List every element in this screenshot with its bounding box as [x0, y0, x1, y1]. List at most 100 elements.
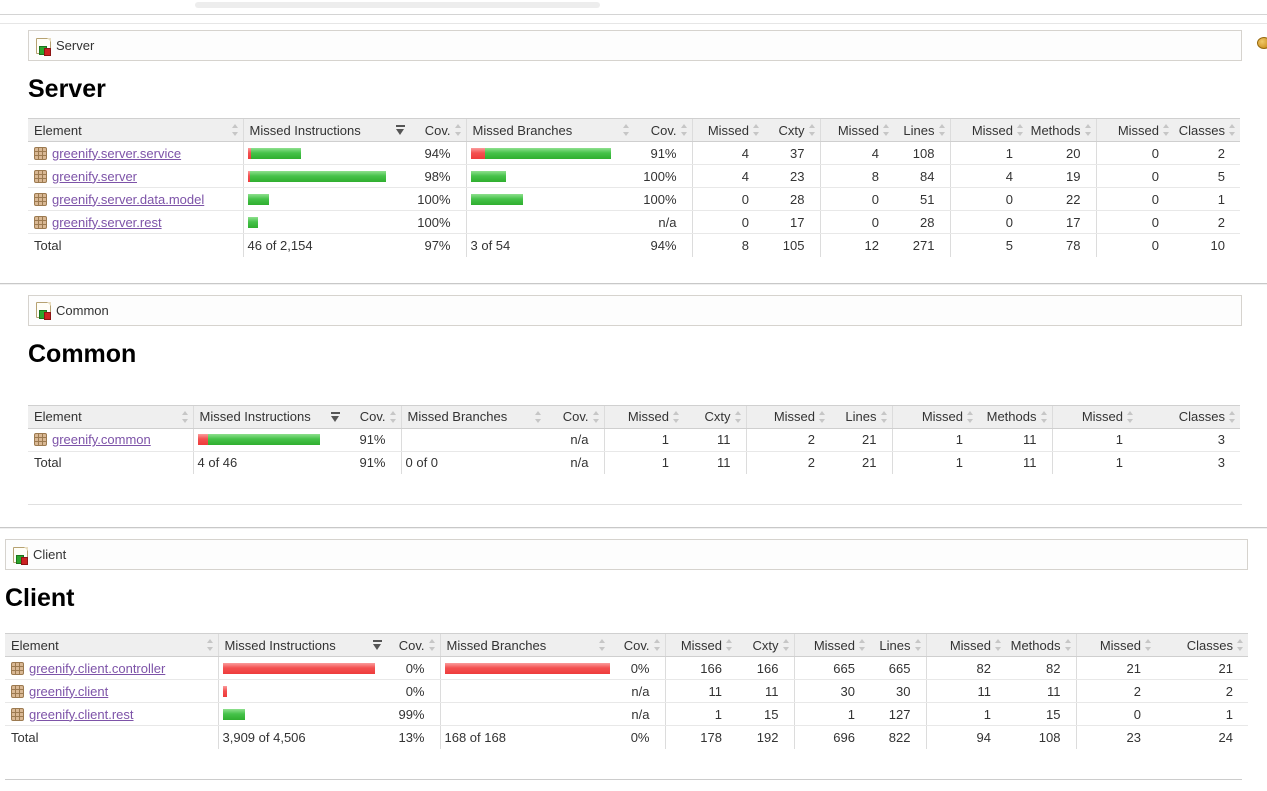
column-header-missed-branches[interactable]: Missed Branches — [465, 118, 634, 142]
sort-icon[interactable] — [454, 124, 463, 136]
coverage-value: 100% — [408, 210, 466, 234]
sort-icon[interactable] — [672, 410, 681, 423]
column-header-cov[interactable]: Cov. — [385, 633, 440, 657]
sort-icon[interactable] — [734, 410, 743, 423]
sort-icon[interactable] — [808, 124, 817, 136]
column-header-missed[interactable]: Missed — [1095, 118, 1174, 142]
sort-icon[interactable] — [1236, 639, 1245, 651]
total-value: 10 — [1174, 233, 1240, 257]
column-header-element[interactable]: Element — [28, 118, 243, 142]
sort-desc-icon[interactable] — [373, 639, 382, 651]
sort-icon[interactable] — [428, 639, 437, 651]
sort-icon[interactable] — [858, 639, 867, 651]
package-link[interactable]: greenify.server.data.model — [52, 191, 205, 207]
package-link[interactable]: greenify.server.rest — [52, 214, 162, 230]
sort-icon[interactable] — [966, 410, 975, 423]
column-header-cov[interactable]: Cov. — [634, 118, 692, 142]
column-header-missed[interactable]: Missed — [925, 633, 1006, 657]
table-total-row: Total 3,909 of 4,506 13% 168 of 168 0% 1… — [5, 725, 1248, 749]
column-header-cov[interactable]: Cov. — [343, 404, 401, 429]
column-header-missed[interactable]: Missed — [1075, 633, 1156, 657]
table-row: greenify.client 0% n/a 11 11 30 30 11 11… — [5, 679, 1248, 703]
column-header-missed-instructions[interactable]: Missed Instructions — [217, 633, 385, 657]
sort-icon[interactable] — [882, 124, 891, 136]
column-header-missed-instructions[interactable]: Missed Instructions — [242, 118, 408, 142]
column-header-classes[interactable]: Classes — [1138, 404, 1240, 429]
sort-desc-icon[interactable] — [331, 411, 340, 423]
column-header-lines[interactable]: Lines — [870, 633, 926, 657]
missed-instructions-bar — [217, 702, 385, 726]
cell-value: 1 — [664, 702, 737, 726]
sort-icon[interactable] — [938, 124, 947, 136]
coverage-value: 91% — [634, 141, 692, 165]
column-header-missed[interactable]: Missed — [819, 118, 894, 142]
sort-icon[interactable] — [1084, 124, 1093, 136]
column-header-cxty[interactable]: Cxty — [684, 404, 746, 429]
sort-icon[interactable] — [914, 639, 923, 651]
package-link[interactable]: greenify.client.controller — [29, 660, 166, 676]
package-link[interactable]: greenify.client.rest — [29, 706, 134, 722]
sort-icon[interactable] — [206, 639, 215, 651]
sort-icon[interactable] — [389, 410, 398, 423]
column-header-missed-branches[interactable]: Missed Branches — [439, 633, 610, 657]
column-header-methods[interactable]: Methods — [978, 404, 1052, 429]
package-link[interactable]: greenify.server — [52, 168, 138, 184]
column-header-classes[interactable]: Classes — [1156, 633, 1248, 657]
column-header-lines[interactable]: Lines — [830, 404, 892, 429]
sort-icon[interactable] — [1016, 124, 1025, 136]
sort-icon[interactable] — [231, 124, 240, 136]
sort-icon[interactable] — [622, 124, 631, 136]
sessions-icon[interactable] — [1257, 37, 1267, 49]
column-header-methods[interactable]: Methods — [1006, 633, 1076, 657]
package-link[interactable]: greenify.server.service — [52, 145, 182, 161]
sort-icon[interactable] — [181, 410, 190, 423]
column-header-missed[interactable]: Missed — [891, 404, 978, 429]
column-header-classes[interactable]: Classes — [1174, 118, 1240, 142]
sort-icon[interactable] — [782, 639, 791, 651]
column-header-missed[interactable]: Missed — [664, 633, 737, 657]
column-header-cov[interactable]: Cov. — [408, 118, 466, 142]
column-header-cxty[interactable]: Cxty — [737, 633, 794, 657]
column-header-missed[interactable]: Missed — [691, 118, 764, 142]
total-missed-instructions: 4 of 46 — [192, 450, 343, 474]
column-header-missed-branches[interactable]: Missed Branches — [400, 404, 546, 429]
sort-icon[interactable] — [534, 410, 543, 423]
sort-icon[interactable] — [994, 639, 1003, 651]
sort-icon[interactable] — [880, 410, 889, 423]
column-header-cov[interactable]: Cov. — [546, 404, 604, 429]
column-header-missed[interactable]: Missed — [745, 404, 830, 429]
sort-icon[interactable] — [1126, 410, 1135, 423]
column-header-missed-instructions[interactable]: Missed Instructions — [192, 404, 343, 429]
sort-icon[interactable] — [1228, 124, 1237, 136]
column-header-lines[interactable]: Lines — [894, 118, 950, 142]
column-header-element[interactable]: Element — [5, 633, 218, 657]
column-header-missed[interactable]: Missed — [949, 118, 1028, 142]
sort-icon[interactable] — [653, 639, 662, 651]
sort-icon[interactable] — [1144, 639, 1153, 651]
package-link[interactable]: greenify.client — [29, 683, 109, 699]
sort-icon[interactable] — [1162, 124, 1171, 136]
cell-value: 11 — [684, 428, 746, 452]
column-header-cov[interactable]: Cov. — [610, 633, 665, 657]
column-header-missed[interactable]: Missed — [603, 404, 684, 429]
column-header-missed[interactable]: Missed — [793, 633, 870, 657]
sort-desc-icon[interactable] — [396, 124, 405, 136]
cell-value: 0 — [1095, 141, 1174, 165]
column-header-element[interactable]: Element — [28, 404, 193, 429]
sort-icon[interactable] — [680, 124, 689, 136]
sort-icon[interactable] — [1064, 639, 1073, 651]
sort-icon[interactable] — [1228, 410, 1237, 423]
sort-icon[interactable] — [598, 639, 607, 651]
sort-icon[interactable] — [725, 639, 734, 651]
sort-icon[interactable] — [752, 124, 761, 136]
sort-icon[interactable] — [1040, 410, 1049, 423]
sort-icon[interactable] — [818, 410, 827, 423]
sort-icon[interactable] — [592, 410, 601, 423]
package-link[interactable]: greenify.common — [52, 432, 151, 447]
cell-value: 0 — [1095, 187, 1174, 211]
total-label: Total — [28, 233, 243, 257]
column-header-methods[interactable]: Methods — [1028, 118, 1096, 142]
cell-value: 11 — [737, 679, 794, 703]
column-header-missed[interactable]: Missed — [1051, 404, 1138, 429]
column-header-cxty[interactable]: Cxty — [764, 118, 820, 142]
